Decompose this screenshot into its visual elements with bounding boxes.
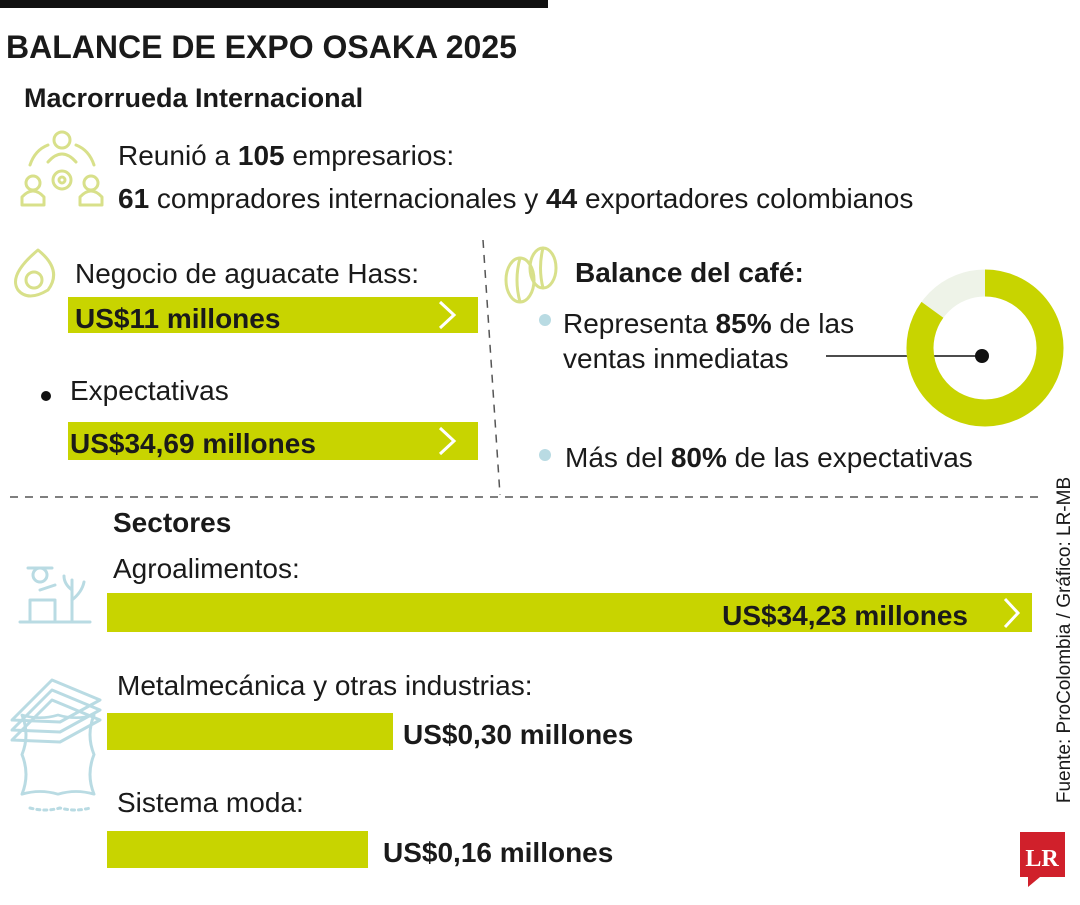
sector-bar (107, 713, 393, 750)
text-bold: 85% (716, 308, 772, 339)
top-bar (0, 0, 548, 8)
sector-value: US$34,23 millones (722, 600, 968, 631)
value-bar (68, 297, 478, 333)
macro-line2: 61 compradores internacionales y 44 expo… (118, 183, 913, 214)
macro-line1: Reunió a 105 empresarios: (118, 140, 454, 171)
text: de las expectativas (727, 442, 973, 473)
sector-label: Sistema moda: (117, 787, 304, 818)
aguacate-value: US$11 millones (75, 303, 280, 334)
text-bold: 44 (546, 183, 578, 214)
text: exportadores colombianos (577, 183, 913, 214)
logo-badge (1020, 832, 1065, 887)
cafe-title: Balance del café: (575, 257, 804, 288)
expect-value: US$34,69 millones (70, 428, 316, 459)
text-bold: 80% (671, 442, 727, 473)
chevron (438, 426, 457, 456)
bullet (539, 449, 551, 461)
text: compradores internacionales y (149, 183, 546, 214)
people-icon (20, 130, 104, 207)
expect-label: Expectativas (70, 375, 229, 406)
text: Representa (563, 308, 716, 339)
sheets-icon (10, 678, 102, 744)
leader-dot (975, 349, 989, 363)
cafe-item2: Más del 80% de las expectativas (565, 442, 973, 473)
chevron (438, 300, 457, 330)
sector-value: US$0,30 millones (403, 719, 633, 750)
text-bold: 61 (118, 183, 149, 214)
title: BALANCE DE EXPO OSAKA 2025 (6, 29, 517, 65)
source: Fuente: ProColombia / Gráfico: LR-MB (1054, 477, 1075, 803)
text: Más del (565, 442, 671, 473)
chevron (1003, 597, 1021, 629)
sector-label: Metalmecánica y otras industrias: (117, 670, 533, 701)
farmer-icon (18, 566, 92, 624)
logo: LR (1025, 846, 1059, 872)
sector-bar (107, 593, 1032, 632)
leather-icon (20, 713, 96, 812)
sectores-title: Sectores (113, 507, 231, 538)
value-bar (68, 422, 478, 460)
text: de las (772, 308, 855, 339)
sector-label: Agroalimentos: (113, 553, 300, 584)
bullet (41, 391, 51, 401)
cafe-item1-line2: ventas inmediatas (563, 343, 789, 374)
text: empresarios: (285, 140, 455, 171)
avocado-icon (14, 248, 56, 298)
text-bold: 105 (238, 140, 285, 171)
coffee-icon (504, 246, 558, 304)
subtitle: Macrorrueda Internacional (24, 83, 363, 113)
cafe-item1: Representa 85% de las (563, 308, 854, 339)
donut-segment (906, 269, 1064, 427)
aguacate-label: Negocio de aguacate Hass: (75, 258, 419, 289)
text: Reunió a (118, 140, 238, 171)
sector-value: US$0,16 millones (383, 837, 613, 868)
sector-bar (107, 831, 368, 868)
bullet (539, 314, 551, 326)
divider (482, 239, 501, 496)
